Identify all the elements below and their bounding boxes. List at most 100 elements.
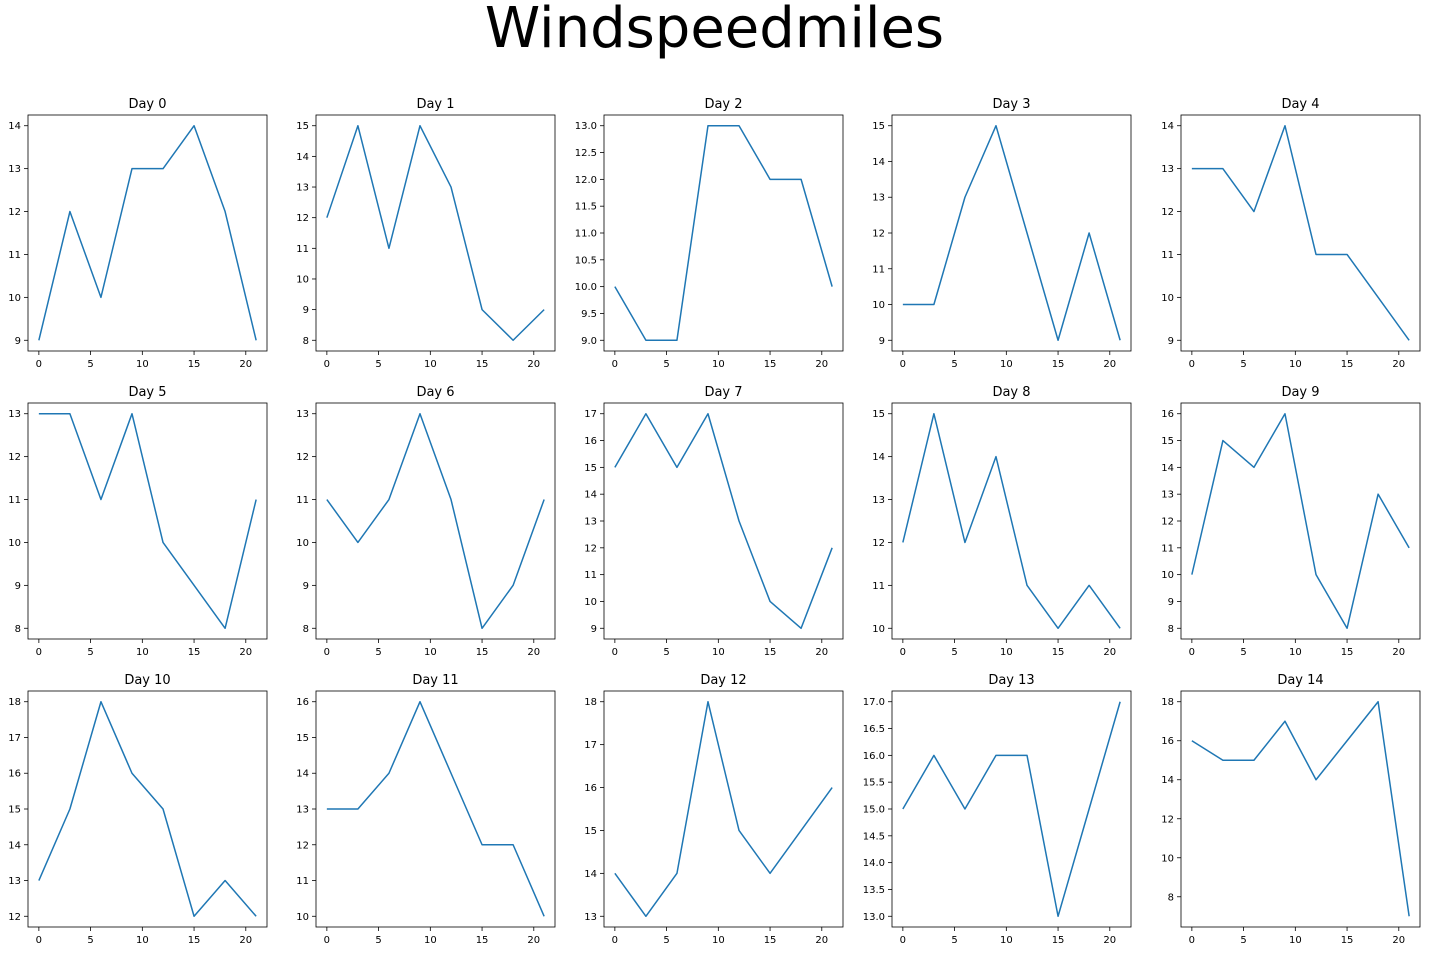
y-tick-label: 14 (584, 490, 597, 501)
x-tick-label: 15 (1341, 935, 1354, 946)
y-tick-label: 10 (296, 912, 309, 923)
subplot-8: Day 8 0 5 10 15 20 10 11 12 13 14 15 (872, 385, 1132, 658)
y-tick-label: 13 (8, 409, 21, 420)
subplot-3: Day 3 0 5 10 15 20 9 10 11 12 13 14 15 (872, 97, 1132, 370)
y-tick-label: 11 (872, 581, 885, 592)
series-line (38, 412, 257, 630)
y-tick-label: 10 (296, 538, 309, 549)
y-tick-label: 11 (296, 495, 309, 506)
y-tick-label: 8 (303, 624, 309, 635)
x-tick-label: 0 (36, 647, 42, 658)
y-tick-label: 12 (872, 229, 885, 240)
axes-frame (315, 690, 556, 928)
x-tick-label: 15 (1341, 647, 1354, 658)
y-tick-label: 15 (1161, 436, 1174, 447)
axes-frame (315, 402, 556, 640)
y-tick-label: 12 (1161, 517, 1174, 528)
y-tick-label: 14.0 (863, 858, 885, 869)
y-tick-label: 14 (872, 157, 885, 168)
x-tick-label: 20 (1392, 647, 1405, 658)
subplot-title: Day 5 (128, 385, 166, 400)
axes-frame (603, 114, 844, 352)
subplot-title: Day 10 (124, 673, 170, 688)
x-tick-label: 10 (712, 647, 725, 658)
series-line (902, 124, 1121, 342)
x-tick-label: 0 (900, 935, 906, 946)
subplot-0: Day 0 0 5 10 15 20 9 10 11 12 13 14 (8, 97, 268, 370)
y-tick-label: 9 (15, 581, 21, 592)
y-tick-label: 16 (1161, 736, 1174, 747)
y-tick-label: 13 (584, 912, 597, 923)
x-tick-label: 0 (1189, 359, 1195, 370)
subplot-title: Day 2 (704, 97, 742, 112)
y-tick-label: 14 (1161, 775, 1174, 786)
axes-frame (27, 690, 268, 928)
x-tick-label: 20 (239, 647, 252, 658)
subplot-title: Day 0 (128, 97, 166, 112)
x-tick-label: 0 (1189, 647, 1195, 658)
x-tick-label: 15 (1052, 647, 1065, 658)
x-tick-label: 0 (324, 935, 330, 946)
x-tick-label: 5 (87, 647, 93, 658)
y-tick-label: 15.0 (863, 805, 885, 816)
y-tick-label: 16.5 (863, 724, 885, 735)
x-tick-label: 20 (239, 359, 252, 370)
x-tick-label: 10 (424, 935, 437, 946)
y-tick-label: 8 (303, 336, 309, 347)
axes-frame (891, 114, 1132, 352)
x-tick-label: 20 (1392, 935, 1405, 946)
x-tick-label: 5 (951, 935, 957, 946)
y-tick-label: 16 (1161, 409, 1174, 420)
y-tick-label: 16 (584, 436, 597, 447)
y-tick-label: 10 (8, 538, 21, 549)
y-tick-label: 14 (584, 869, 597, 880)
subplot-title: Day 9 (1281, 385, 1319, 400)
y-tick-label: 13 (1161, 164, 1174, 175)
y-tick-label: 9.0 (581, 336, 597, 347)
x-tick-label: 5 (87, 935, 93, 946)
y-tick-label: 13 (1161, 490, 1174, 501)
x-tick-label: 10 (136, 359, 149, 370)
subplot-7: Day 7 0 5 10 15 20 9 10 11 12 13 14 15 16 17 (584, 385, 844, 658)
y-tick-label: 13.0 (575, 121, 597, 132)
x-tick-label: 10 (1000, 935, 1013, 946)
x-tick-label: 15 (476, 935, 489, 946)
subplot-10: Day 10 0 5 10 15 20 12 13 14 15 16 17 18 (8, 673, 268, 946)
y-tick-label: 15 (872, 121, 885, 132)
x-tick-label: 0 (612, 359, 618, 370)
y-tick-label: 12 (584, 543, 597, 554)
y-tick-label: 14.5 (863, 831, 885, 842)
y-tick-label: 14 (1161, 463, 1174, 474)
subplot-5: Day 5 0 5 10 15 20 8 9 10 11 12 13 (8, 385, 268, 658)
y-tick-label: 12 (8, 207, 21, 218)
axes-frame (891, 690, 1132, 928)
y-tick-label: 15 (296, 121, 309, 132)
y-tick-label: 17.0 (863, 697, 885, 708)
x-tick-label: 0 (324, 359, 330, 370)
subplot-2: Day 2 0 5 10 15 20 9.0 9.5 10.0 10.5 11.0 11.5 12.0 1… (575, 97, 844, 370)
x-tick-label: 10 (1000, 359, 1013, 370)
y-tick-label: 11 (584, 570, 597, 581)
y-tick-label: 10 (1161, 570, 1174, 581)
x-tick-label: 0 (1189, 935, 1195, 946)
x-tick-label: 20 (1103, 935, 1116, 946)
x-tick-label: 10 (1000, 647, 1013, 658)
subplot-13: Day 13 0 5 10 15 20 13.0 13.5 14.0 14.5 15.0 15.5 16… (863, 673, 1132, 946)
x-tick-label: 15 (188, 935, 201, 946)
subplot-title: Day 1 (416, 97, 454, 112)
y-tick-label: 10 (872, 300, 885, 311)
y-tick-label: 13.5 (863, 885, 885, 896)
y-tick-label: 16 (584, 783, 597, 794)
series-line (326, 412, 545, 630)
axes-frame (27, 402, 268, 640)
x-tick-label: 10 (1289, 359, 1302, 370)
axes-frame (603, 402, 844, 640)
subplot-title: Day 14 (1277, 673, 1323, 688)
x-tick-label: 5 (1240, 935, 1246, 946)
subplot-4: Day 4 0 5 10 15 20 9 10 11 12 13 14 (1161, 97, 1421, 370)
y-tick-label: 10 (296, 274, 309, 285)
x-tick-label: 15 (476, 359, 489, 370)
subplot-11: Day 11 0 5 10 15 20 10 11 12 13 14 15 16 (296, 673, 556, 946)
y-tick-label: 15 (584, 463, 597, 474)
x-tick-label: 10 (1289, 647, 1302, 658)
